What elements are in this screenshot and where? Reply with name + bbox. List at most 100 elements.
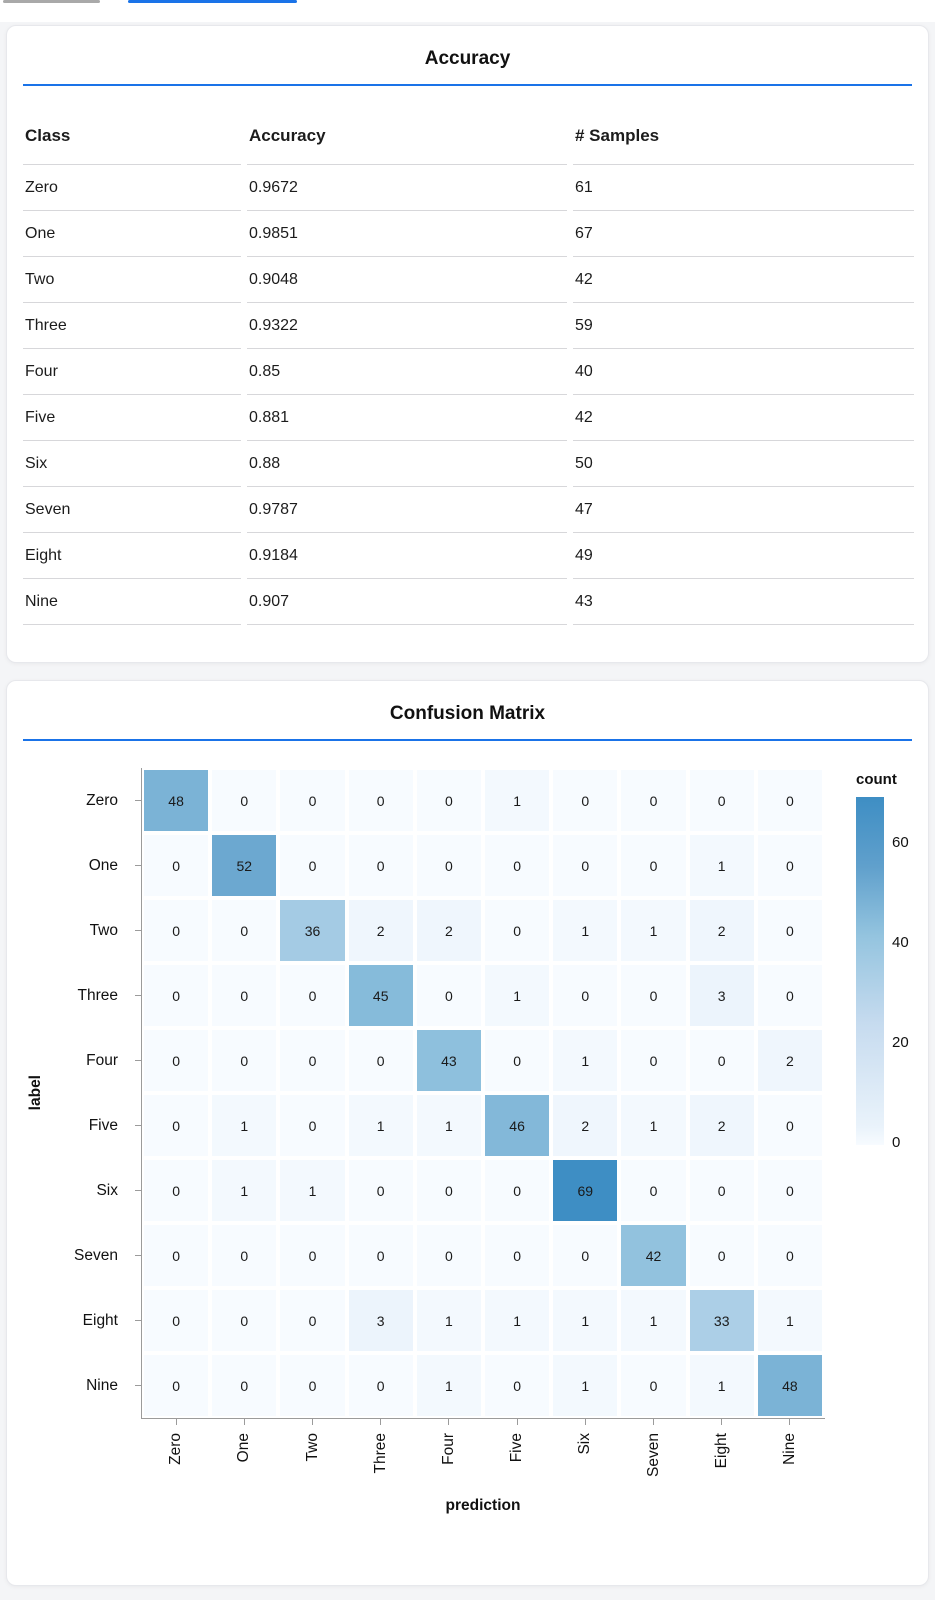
- y-axis-label: Four: [86, 1051, 118, 1069]
- heatmap-cell: 0: [142, 1223, 211, 1288]
- heatmap-cell: 0: [619, 1028, 688, 1093]
- heatmap-cell-value: 1: [581, 1377, 590, 1394]
- heatmap-cell: 0: [142, 1093, 211, 1158]
- heatmap-cell: 0: [482, 1158, 552, 1223]
- heatmap-cell: 0: [278, 833, 347, 898]
- heatmap-cell-value: 0: [581, 792, 590, 809]
- table-header-row: Class Accuracy # Samples: [23, 108, 914, 164]
- heatmap-cell: 0: [619, 768, 688, 833]
- accuracy-card: Accuracy Class Accuracy # Samples Zero 0.967…: [6, 25, 929, 663]
- y-axis-tick: [135, 1190, 141, 1191]
- heatmap-cell: 0: [414, 768, 483, 833]
- table-cell: Six: [23, 440, 241, 486]
- heatmap-cell-value: 43: [441, 1052, 457, 1069]
- heatmap-cell: 1: [482, 963, 552, 1028]
- heatmap-cell: 43: [414, 1028, 483, 1093]
- table-cell: Three: [23, 302, 241, 348]
- heatmap-cell: 0: [482, 898, 552, 963]
- heatmap-cell: 0: [346, 768, 415, 833]
- heatmap-cell: 0: [346, 1028, 415, 1093]
- heatmap-cell-value: 0: [172, 1117, 180, 1134]
- heatmap-cell: 0: [346, 1158, 415, 1223]
- table-cell: 47: [573, 486, 914, 532]
- heatmap-cell: 45: [346, 963, 415, 1028]
- confusion-divider: [23, 739, 912, 741]
- x-axis-tick: [243, 1419, 245, 1425]
- heatmap-cell: 0: [414, 1158, 483, 1223]
- table-cell: Zero: [23, 164, 241, 210]
- heatmap-cell: 0: [142, 1158, 211, 1223]
- x-axis-tick: [380, 1419, 382, 1425]
- heatmap-cell-value: 0: [649, 1377, 658, 1394]
- heatmap-cell-value: 1: [581, 922, 590, 939]
- heatmap-plot-area: 48 0 0 0 0 1 0 0 0 0 0 52 0 0 0 0 0 0 1 0 0 0 36 2 2 0 1 1 2 0 0 0 0 45 0 1…: [142, 768, 824, 1418]
- heatmap-cell-value: 0: [581, 1247, 590, 1264]
- table-cell: 0.88: [247, 440, 567, 486]
- heatmap-cell-value: 2: [717, 922, 726, 939]
- heatmap-cell-value: 0: [649, 987, 658, 1004]
- heatmap-cell-value: 1: [376, 1117, 385, 1134]
- table-cell: 0.9672: [247, 164, 567, 210]
- heatmap-cell-value: 0: [513, 1182, 521, 1199]
- heatmap-cell-value: 2: [444, 922, 453, 939]
- legend-tick-label: 40: [892, 933, 909, 951]
- heatmap-cell: 0: [346, 833, 415, 898]
- heatmap-cell: 36: [278, 898, 347, 963]
- y-axis-tick: [135, 995, 141, 996]
- heatmap-cell-value: 0: [513, 922, 521, 939]
- heatmap-cell: 0: [619, 1353, 688, 1418]
- active-tab-indicator[interactable]: [128, 0, 297, 3]
- heatmap-cell-value: 0: [376, 1052, 385, 1069]
- table-cell: 42: [573, 394, 914, 440]
- y-axis-label: Five: [88, 1116, 118, 1134]
- legend-gradient-bar: [856, 797, 884, 1145]
- y-axis-label: Two: [89, 921, 118, 939]
- heatmap-cell-value: 0: [444, 792, 453, 809]
- heatmap-cell-value: 0: [172, 1247, 180, 1264]
- heatmap-cell: 0: [687, 1223, 756, 1288]
- y-axis-tick: [135, 1060, 141, 1061]
- heatmap-cell: 1: [551, 1028, 620, 1093]
- y-axis-label: Seven: [74, 1246, 118, 1264]
- heatmap-cell: 0: [755, 963, 824, 1028]
- table-row: One 0.9851 67: [23, 210, 914, 256]
- tab-bar: [0, 0, 935, 22]
- heatmap-cell: 0: [210, 1028, 279, 1093]
- table-cell: 67: [573, 210, 914, 256]
- heatmap-cell: 0: [414, 963, 483, 1028]
- table-cell: Five: [23, 394, 241, 440]
- heatmap-cell: 0: [619, 1158, 688, 1223]
- heatmap-cell-value: 0: [785, 857, 794, 874]
- heatmap-cell-value: 0: [785, 792, 794, 809]
- y-axis-tick: [135, 1125, 141, 1126]
- heatmap-cell-value: 3: [717, 987, 726, 1004]
- x-axis-tick: [789, 1419, 791, 1425]
- heatmap-cell: 0: [278, 1093, 347, 1158]
- heatmap-cell-value: 0: [785, 922, 794, 939]
- heatmap-cell-value: 1: [649, 922, 658, 939]
- table-row: Zero 0.9672 61: [23, 164, 914, 210]
- heatmap-cell-value: 0: [172, 1377, 180, 1394]
- heatmap-cell: 0: [142, 833, 211, 898]
- heatmap-cell-value: 0: [240, 922, 249, 939]
- table-row: Seven 0.9787 47: [23, 486, 914, 532]
- table-cell: 0.881: [247, 394, 567, 440]
- confusion-card-title: Confusion Matrix: [389, 703, 546, 724]
- x-axis-tick: [448, 1419, 450, 1425]
- heatmap-cell-value: 0: [513, 1247, 521, 1264]
- heatmap-cell: 0: [346, 1353, 415, 1418]
- heatmap-cell: 0: [278, 1288, 347, 1353]
- heatmap-cell: 0: [142, 1028, 211, 1093]
- heatmap-cell: 1: [210, 1158, 279, 1223]
- heatmap-cell-value: 0: [444, 1182, 453, 1199]
- heatmap-cell-value: 0: [376, 1182, 385, 1199]
- table-cell: 50: [573, 440, 914, 486]
- heatmap-cell-value: 48: [168, 792, 184, 809]
- inactive-tab-indicator[interactable]: [3, 0, 100, 3]
- heatmap-cell-value: 0: [376, 1247, 385, 1264]
- legend-tick-label: 60: [892, 833, 909, 851]
- heatmap-cell: 0: [414, 1223, 483, 1288]
- table-row: Five 0.881 42: [23, 394, 914, 440]
- heatmap-cell: 0: [755, 833, 824, 898]
- heatmap-cell-value: 1: [581, 1052, 590, 1069]
